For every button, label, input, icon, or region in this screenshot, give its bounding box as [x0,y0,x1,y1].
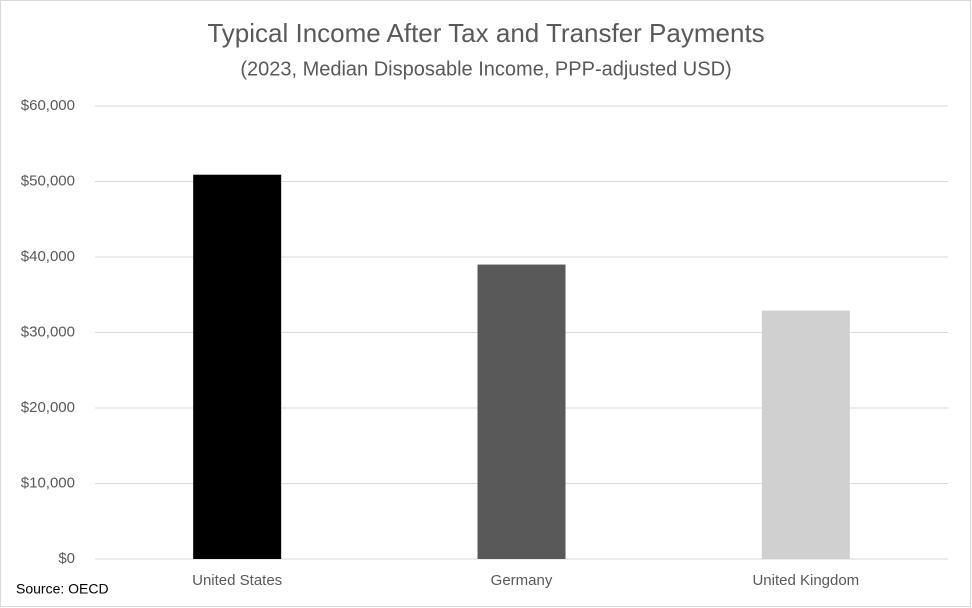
x-tick-label: Germany [491,572,553,589]
chart-title: Typical Income After Tax and Transfer Pa… [207,18,764,48]
y-tick-label: $60,000 [21,97,75,114]
chart-subtitle: (2023, Median Disposable Income, PPP-adj… [240,58,731,80]
bar [477,264,566,559]
y-tick-label: $0 [58,550,75,567]
x-tick-label: United States [192,572,282,589]
source-note: Source: OECD [16,581,109,597]
y-tick-label: $10,000 [21,474,75,491]
y-tick-label: $20,000 [21,399,75,416]
bar [193,174,282,559]
y-tick-label: $30,000 [21,323,75,340]
y-tick-label: $50,000 [21,172,75,189]
x-tick-label: United Kingdom [752,572,859,589]
y-tick-label: $40,000 [21,248,75,265]
bar [761,310,850,559]
